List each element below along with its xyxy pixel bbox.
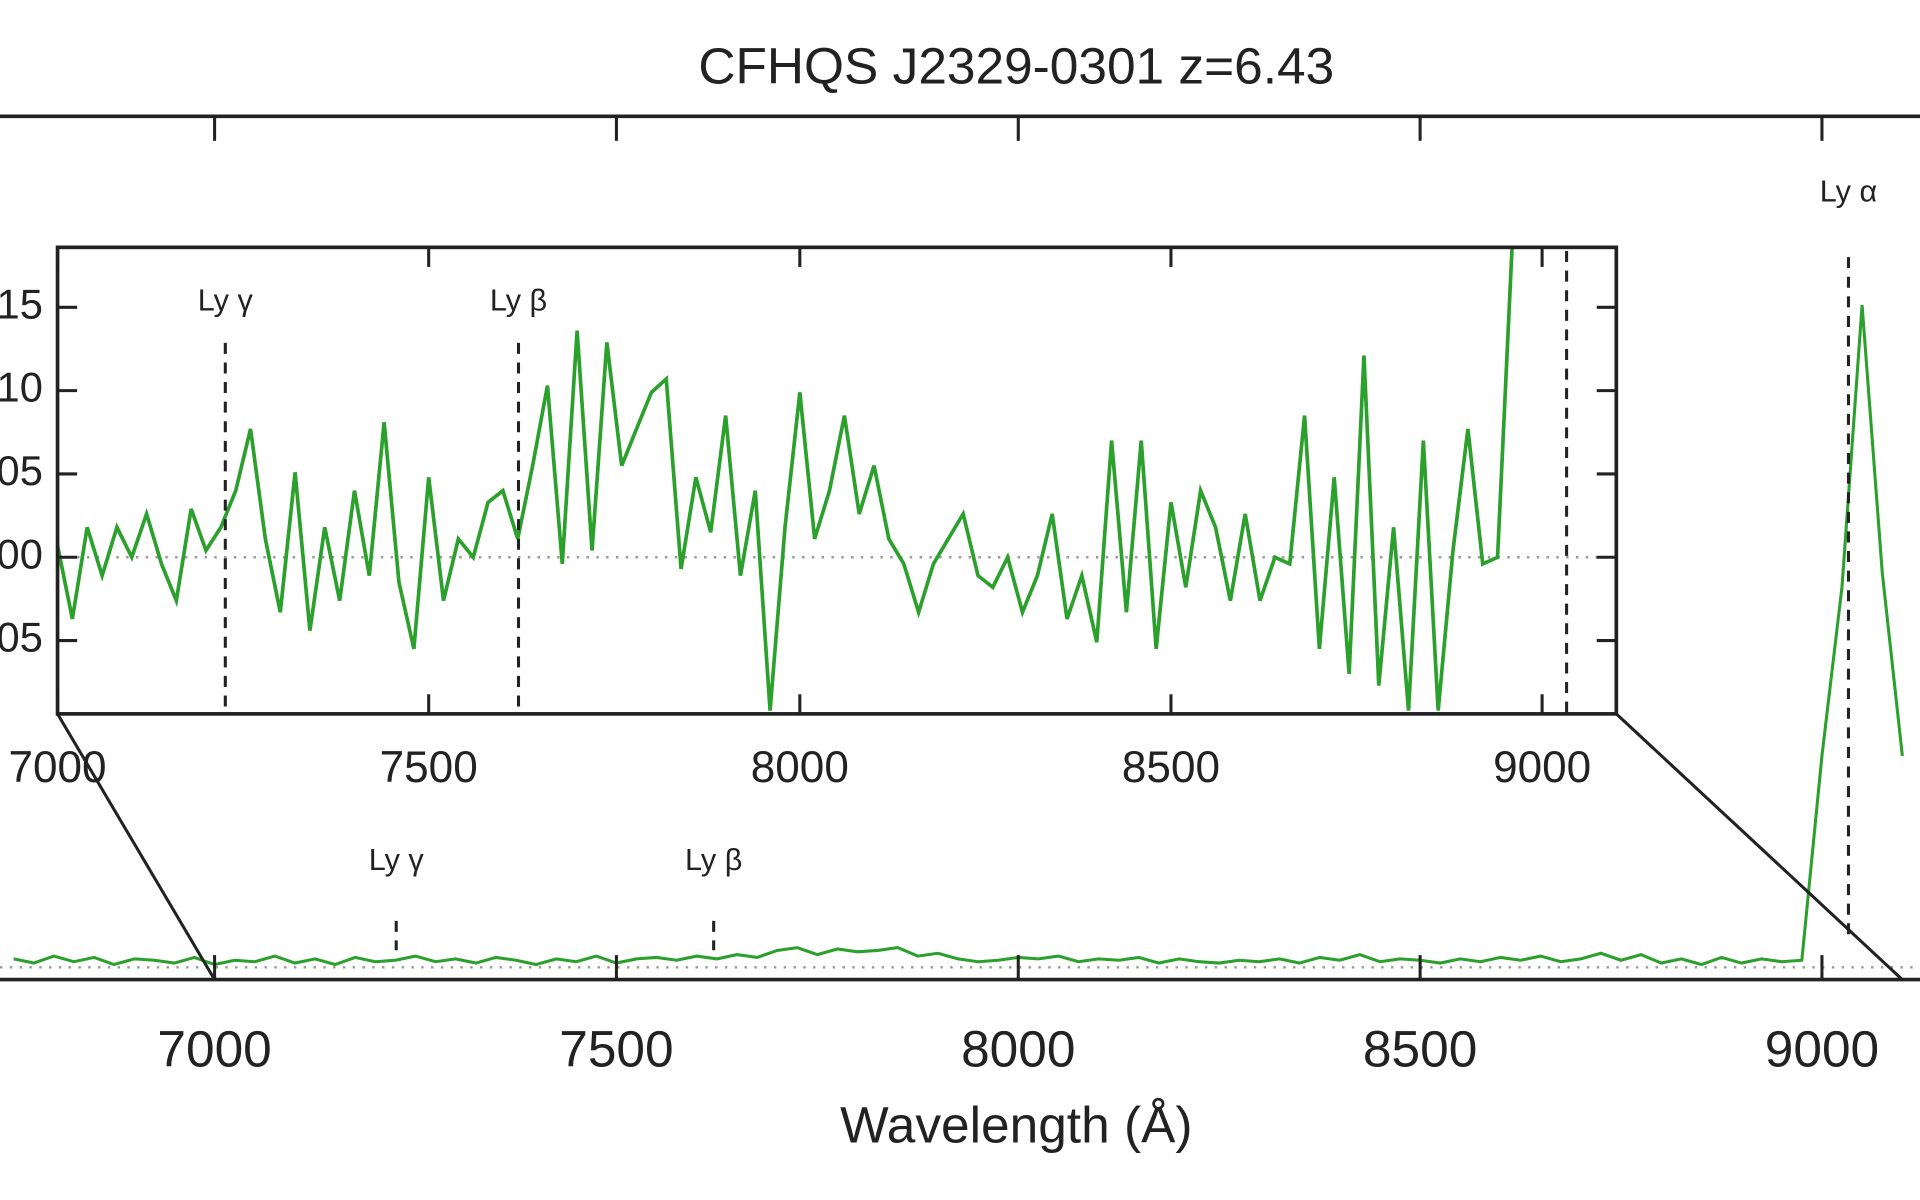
line-label: Ly β [490,284,547,318]
zoom-connector [56,713,216,981]
line-label: Ly α [1820,175,1877,209]
x-tick-label: 7500 [380,743,478,792]
x-tick-label: 8000 [751,743,849,792]
chart-title: CFHQS J2329-0301 z=6.43 [698,36,1334,94]
y-tick-label: 05 [0,447,43,494]
y-tick-label: 05 [0,614,43,661]
y-tick-label: 15 [0,280,43,327]
line-label: Ly γ [369,843,425,877]
zoom-connector [1615,712,1904,981]
x-tick-label: 7000 [157,1020,271,1078]
x-axis-label: Wavelength (Å) [840,1096,1192,1154]
y-tick-label: 10 [0,364,43,411]
line-label: Ly γ [198,284,254,318]
x-tick-label: 9000 [1493,743,1591,792]
x-tick-label: 7000 [9,743,107,792]
x-tick-label: 8000 [961,1020,1075,1078]
x-tick-label: 7500 [559,1020,673,1078]
inset-frame [55,245,1619,716]
y-tick-label: 00 [0,530,43,577]
spectrum-line [13,305,1904,967]
x-tick-label: 8500 [1363,1020,1477,1078]
inset: 7000 7500 8000 8500 9000 15 10 05 00 05 Ly γ Ly β [0,245,1619,792]
line-label: Ly β [685,843,742,877]
x-tick-label: 9000 [1765,1020,1879,1078]
main-plot: 7000 7500 8000 8500 9000 Ly γ Ly β Ly α [0,114,1920,1078]
spectrum-line [57,247,1514,711]
x-tick-label: 8500 [1122,743,1220,792]
